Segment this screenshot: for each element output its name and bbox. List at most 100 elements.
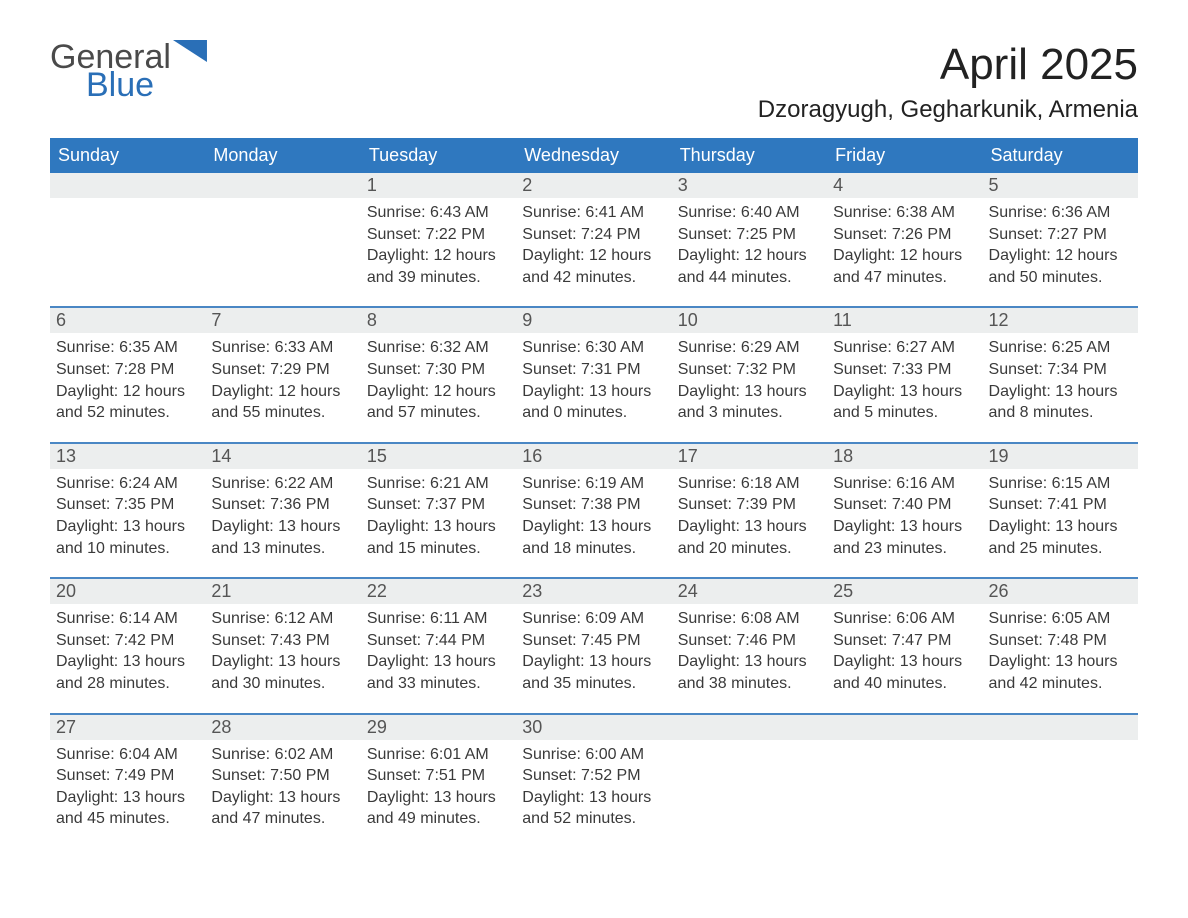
day-line: Sunset: 7:51 PM [367, 765, 510, 787]
weekday-header-row: SundayMondayTuesdayWednesdayThursdayFrid… [50, 138, 1138, 173]
day-body: Sunrise: 6:12 AMSunset: 7:43 PMDaylight:… [205, 604, 360, 694]
day-number: 12 [983, 308, 1138, 333]
day-body: Sunrise: 6:02 AMSunset: 7:50 PMDaylight:… [205, 740, 360, 830]
day-number [983, 715, 1138, 740]
day-body: Sunrise: 6:33 AMSunset: 7:29 PMDaylight:… [205, 333, 360, 423]
day-line: Sunset: 7:22 PM [367, 224, 510, 246]
day-line: Daylight: 13 hours [522, 651, 665, 673]
day-line: and 8 minutes. [989, 402, 1132, 424]
day-line: Sunset: 7:46 PM [678, 630, 821, 652]
day-line: and 42 minutes. [522, 267, 665, 289]
day-body: Sunrise: 6:22 AMSunset: 7:36 PMDaylight:… [205, 469, 360, 559]
day-body: Sunrise: 6:40 AMSunset: 7:25 PMDaylight:… [672, 198, 827, 288]
day-body: Sunrise: 6:05 AMSunset: 7:48 PMDaylight:… [983, 604, 1138, 694]
day-body [50, 198, 205, 202]
day-line: Sunset: 7:49 PM [56, 765, 199, 787]
day-line: Daylight: 13 hours [678, 516, 821, 538]
day-line: and 10 minutes. [56, 538, 199, 560]
day-line: Sunset: 7:27 PM [989, 224, 1132, 246]
logo-line2: Blue [86, 68, 207, 102]
page-title: April 2025 [758, 40, 1138, 90]
day-number: 11 [827, 308, 982, 333]
day-cell: 20Sunrise: 6:14 AMSunset: 7:42 PMDayligh… [50, 579, 205, 712]
day-cell: 28Sunrise: 6:02 AMSunset: 7:50 PMDayligh… [205, 715, 360, 848]
day-line: Sunrise: 6:15 AM [989, 473, 1132, 495]
day-line: Daylight: 13 hours [56, 651, 199, 673]
day-line: Sunrise: 6:36 AM [989, 202, 1132, 224]
weekday-header: Monday [205, 138, 360, 173]
day-line: Sunset: 7:36 PM [211, 494, 354, 516]
day-cell: 6Sunrise: 6:35 AMSunset: 7:28 PMDaylight… [50, 308, 205, 441]
day-body: Sunrise: 6:41 AMSunset: 7:24 PMDaylight:… [516, 198, 671, 288]
day-number: 8 [361, 308, 516, 333]
day-number: 7 [205, 308, 360, 333]
day-line: Daylight: 13 hours [367, 787, 510, 809]
day-line: and 57 minutes. [367, 402, 510, 424]
day-line: Sunrise: 6:24 AM [56, 473, 199, 495]
day-body: Sunrise: 6:36 AMSunset: 7:27 PMDaylight:… [983, 198, 1138, 288]
weekday-header: Tuesday [361, 138, 516, 173]
day-line: Sunrise: 6:21 AM [367, 473, 510, 495]
day-line: Sunset: 7:37 PM [367, 494, 510, 516]
week-row: 1Sunrise: 6:43 AMSunset: 7:22 PMDaylight… [50, 173, 1138, 306]
day-line: Daylight: 13 hours [678, 381, 821, 403]
day-cell [983, 715, 1138, 848]
day-number: 2 [516, 173, 671, 198]
day-number: 3 [672, 173, 827, 198]
day-number: 19 [983, 444, 1138, 469]
day-number [672, 715, 827, 740]
day-body: Sunrise: 6:29 AMSunset: 7:32 PMDaylight:… [672, 333, 827, 423]
day-line: Sunrise: 6:14 AM [56, 608, 199, 630]
day-line: Sunset: 7:34 PM [989, 359, 1132, 381]
day-line: Sunset: 7:48 PM [989, 630, 1132, 652]
day-cell: 16Sunrise: 6:19 AMSunset: 7:38 PMDayligh… [516, 444, 671, 577]
day-body: Sunrise: 6:15 AMSunset: 7:41 PMDaylight:… [983, 469, 1138, 559]
day-cell: 2Sunrise: 6:41 AMSunset: 7:24 PMDaylight… [516, 173, 671, 306]
day-cell: 26Sunrise: 6:05 AMSunset: 7:48 PMDayligh… [983, 579, 1138, 712]
day-cell: 25Sunrise: 6:06 AMSunset: 7:47 PMDayligh… [827, 579, 982, 712]
day-line: and 49 minutes. [367, 808, 510, 830]
day-line: Sunrise: 6:18 AM [678, 473, 821, 495]
day-cell: 19Sunrise: 6:15 AMSunset: 7:41 PMDayligh… [983, 444, 1138, 577]
day-number: 24 [672, 579, 827, 604]
week-row: 27Sunrise: 6:04 AMSunset: 7:49 PMDayligh… [50, 713, 1138, 848]
day-body: Sunrise: 6:08 AMSunset: 7:46 PMDaylight:… [672, 604, 827, 694]
day-number [50, 173, 205, 198]
day-number: 22 [361, 579, 516, 604]
day-number: 5 [983, 173, 1138, 198]
day-line: and 18 minutes. [522, 538, 665, 560]
day-line: Sunrise: 6:11 AM [367, 608, 510, 630]
day-cell: 30Sunrise: 6:00 AMSunset: 7:52 PMDayligh… [516, 715, 671, 848]
day-line: Daylight: 13 hours [56, 787, 199, 809]
weekday-header: Saturday [983, 138, 1138, 173]
day-line: and 28 minutes. [56, 673, 199, 695]
day-number: 26 [983, 579, 1138, 604]
day-cell: 15Sunrise: 6:21 AMSunset: 7:37 PMDayligh… [361, 444, 516, 577]
day-line: and 55 minutes. [211, 402, 354, 424]
day-line: and 13 minutes. [211, 538, 354, 560]
day-number: 16 [516, 444, 671, 469]
day-line: Sunrise: 6:04 AM [56, 744, 199, 766]
day-line: Sunrise: 6:02 AM [211, 744, 354, 766]
day-body: Sunrise: 6:21 AMSunset: 7:37 PMDaylight:… [361, 469, 516, 559]
day-number: 13 [50, 444, 205, 469]
day-line: Sunset: 7:50 PM [211, 765, 354, 787]
day-line: and 47 minutes. [833, 267, 976, 289]
day-body: Sunrise: 6:19 AMSunset: 7:38 PMDaylight:… [516, 469, 671, 559]
day-cell: 9Sunrise: 6:30 AMSunset: 7:31 PMDaylight… [516, 308, 671, 441]
day-number: 20 [50, 579, 205, 604]
day-cell: 4Sunrise: 6:38 AMSunset: 7:26 PMDaylight… [827, 173, 982, 306]
day-number: 6 [50, 308, 205, 333]
day-line: Daylight: 12 hours [678, 245, 821, 267]
day-cell [672, 715, 827, 848]
flag-icon [173, 40, 207, 62]
day-cell: 13Sunrise: 6:24 AMSunset: 7:35 PMDayligh… [50, 444, 205, 577]
day-body: Sunrise: 6:09 AMSunset: 7:45 PMDaylight:… [516, 604, 671, 694]
day-body: Sunrise: 6:14 AMSunset: 7:42 PMDaylight:… [50, 604, 205, 694]
day-number: 30 [516, 715, 671, 740]
day-number: 14 [205, 444, 360, 469]
day-number: 28 [205, 715, 360, 740]
day-line: Sunrise: 6:06 AM [833, 608, 976, 630]
day-cell: 1Sunrise: 6:43 AMSunset: 7:22 PMDaylight… [361, 173, 516, 306]
day-line: Daylight: 13 hours [56, 516, 199, 538]
